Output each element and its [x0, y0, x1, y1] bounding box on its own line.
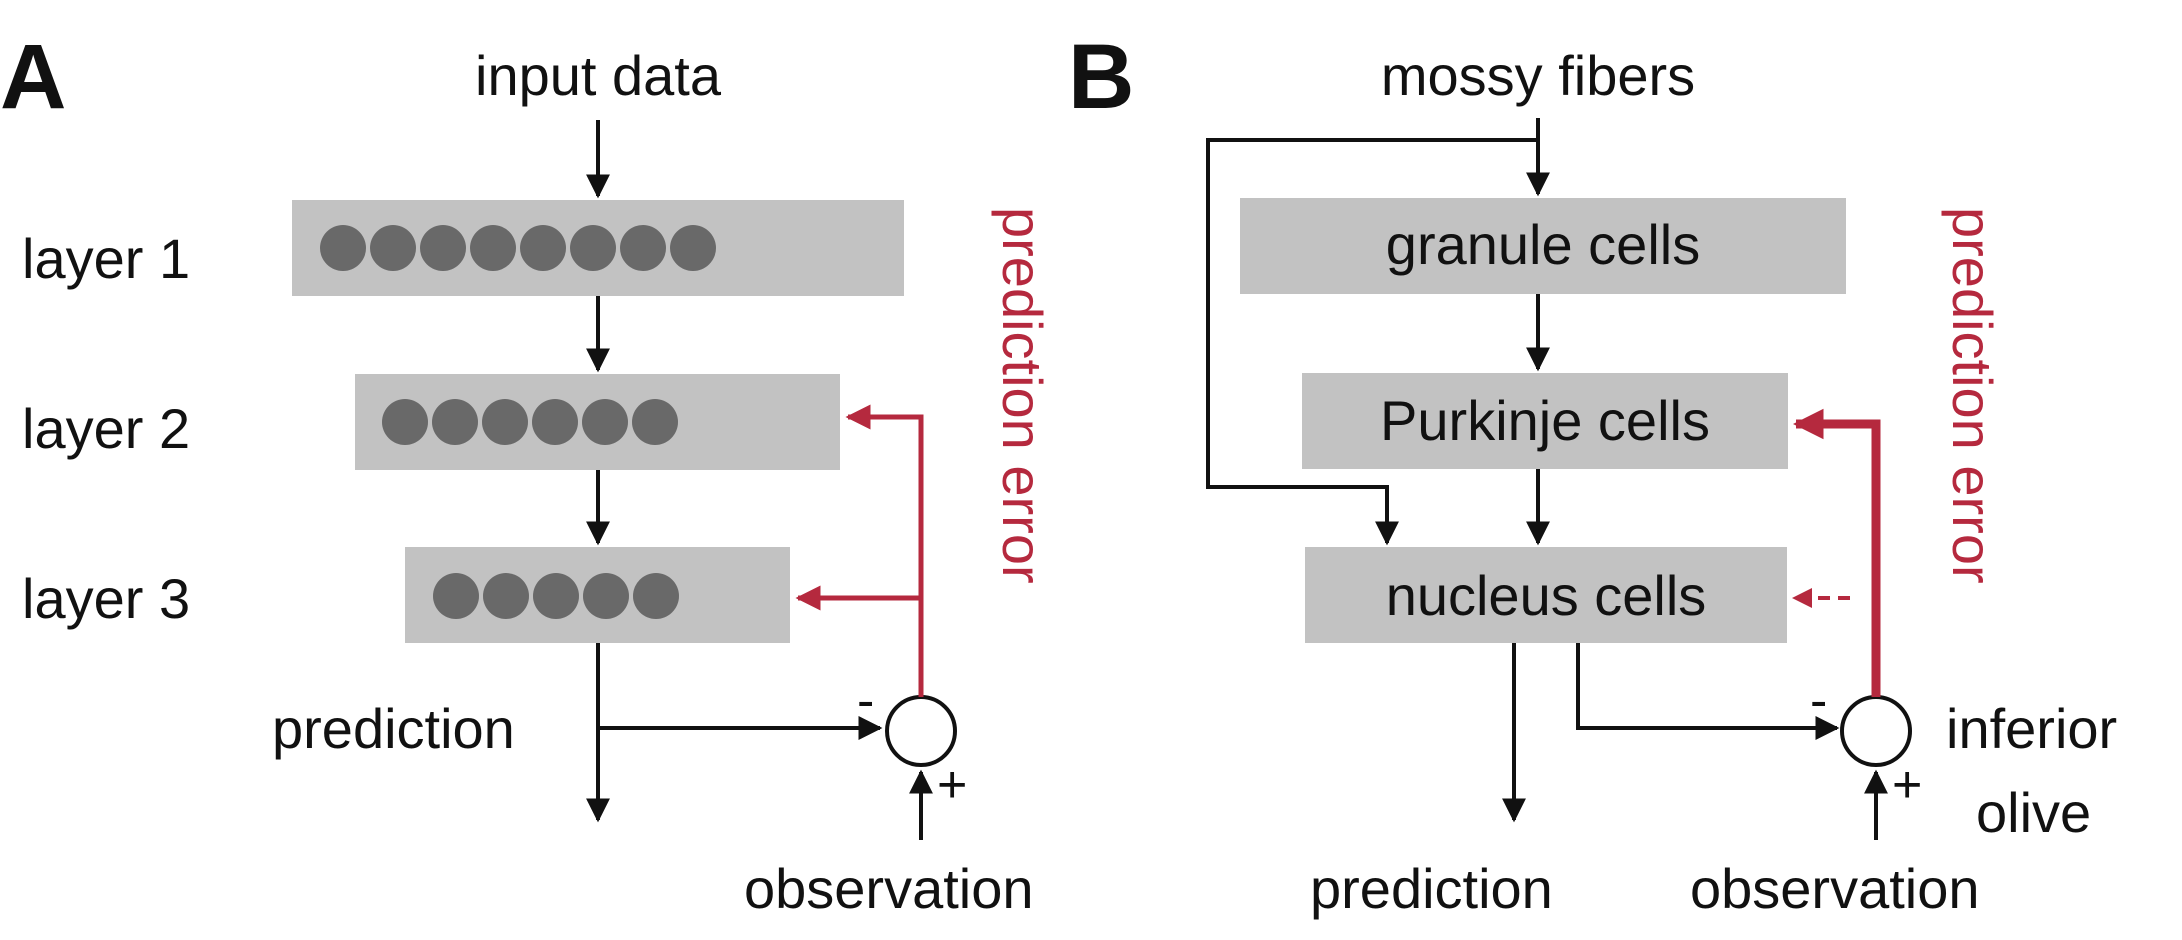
neuron-unit	[320, 225, 366, 271]
neuron-unit	[483, 573, 529, 619]
layer-3-label: layer 3	[22, 567, 190, 630]
comparator-a-minus: -	[857, 672, 874, 730]
panel-a-input-label: input data	[475, 44, 722, 107]
neuron-unit	[670, 225, 716, 271]
circuit-arrows	[1206, 118, 1888, 840]
purkinje-cells-label: Purkinje cells	[1380, 389, 1710, 452]
comparator-b-plus: +	[1892, 756, 1922, 814]
comparator-b-minus: -	[1810, 672, 1827, 730]
neuron-unit	[533, 573, 579, 619]
panel-a-letter: A	[0, 26, 66, 128]
neuron-unit	[470, 225, 516, 271]
neuron-unit	[520, 225, 566, 271]
nucleus-cells-label: nucleus cells	[1386, 564, 1707, 627]
panel-a-prediction-label: prediction	[272, 697, 515, 760]
nucleus-cells-box	[1305, 547, 1787, 643]
neuron-unit	[620, 225, 666, 271]
panel-b-input-label: mossy fibers	[1381, 44, 1695, 107]
inferior-olive-comparator	[1840, 695, 1912, 767]
neuron-unit	[583, 573, 629, 619]
error-arrows-a	[795, 404, 924, 697]
neuron-unit	[420, 225, 466, 271]
panel-b-error-label: prediction error	[1941, 207, 2004, 584]
panel-b-observation-label: observation	[1690, 857, 1980, 920]
neuron-unit	[433, 573, 479, 619]
layer-1-label: layer 1	[22, 227, 190, 290]
inferior-olive-label-line2: olive	[1976, 781, 2091, 844]
neuron-units	[320, 225, 716, 619]
neuron-unit	[570, 225, 616, 271]
neuron-unit	[382, 399, 428, 445]
climbing-fiber-error-arrow	[1792, 408, 1881, 697]
panel-a-observation-label: observation	[744, 857, 1034, 920]
granule-cells-box	[1240, 198, 1846, 294]
panel-a-error-label: prediction error	[991, 207, 1054, 584]
neuron-unit	[632, 399, 678, 445]
comparator-a	[885, 695, 957, 767]
neuron-unit	[432, 399, 478, 445]
neuron-unit	[482, 399, 528, 445]
feedforward-arrows	[586, 120, 933, 840]
comparator-a-plus: +	[937, 756, 967, 814]
panel-a: A input data layer 1 layer 2 layer 3 - +…	[0, 26, 1054, 920]
neuron-unit	[582, 399, 628, 445]
panel-b-letter: B	[1068, 26, 1134, 128]
layer-2-label: layer 2	[22, 397, 190, 460]
inferior-olive-label-line1: inferior	[1946, 697, 2117, 760]
panel-b-prediction-label: prediction	[1310, 857, 1553, 920]
neuron-unit	[370, 225, 416, 271]
panel-b: B mossy fibers granule cells Purkinje ce…	[1068, 26, 2117, 920]
granule-cells-label: granule cells	[1386, 213, 1700, 276]
neuron-unit	[532, 399, 578, 445]
purkinje-cells-box	[1302, 373, 1788, 469]
neuron-unit	[633, 573, 679, 619]
